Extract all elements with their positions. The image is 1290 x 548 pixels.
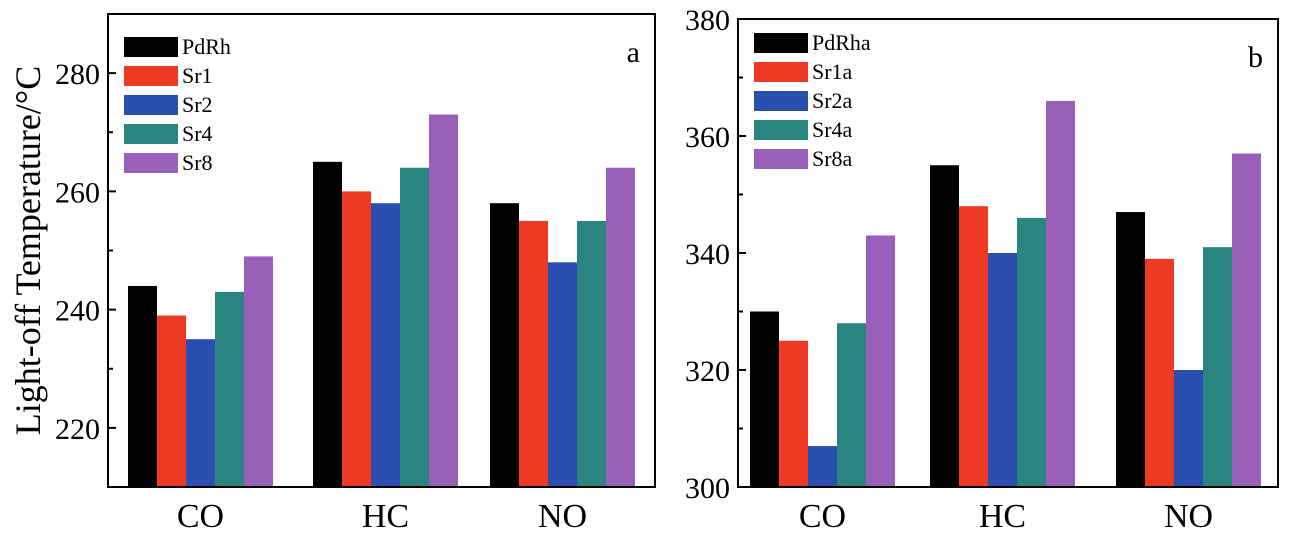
bar-a-hc-sr1 [342,191,371,487]
bar-a-hc-sr8 [429,114,458,487]
x-tick-label-b: CO [799,498,846,535]
x-tick-label-a: NO [538,498,587,535]
bar-b-no-sr1a [1145,258,1174,487]
legend-swatch-sr1a [754,62,808,82]
y-tick-label-b: 340 [685,238,730,271]
legend-label-pdrha: PdRha [812,30,871,55]
panel-label-a: a [627,36,640,69]
bar-b-co-sr2a [808,446,837,487]
bar-a-co-sr8 [244,256,273,487]
y-tick-label-a: 220 [55,413,100,446]
legend-label-sr4a: Sr4a [812,117,853,142]
bar-a-co-sr4 [215,291,244,487]
x-tick-label-b: HC [979,498,1026,535]
bar-a-co-sr2 [186,339,215,487]
y-tick-label-b: 320 [685,355,730,388]
legend-label-sr2: Sr2 [182,92,213,117]
chart-panel-b: 300 320 340 360 380 CO HC NO b PdRha Sr1a Sr2a Sr4a S… [685,4,1279,535]
bar-b-co-sr8a [866,235,895,487]
legend-swatch-sr8a [754,149,808,169]
y-axis-title: Light-off Temperature/°C [8,66,48,435]
y-tick-label-a: 280 [55,58,100,91]
bar-b-no-pdrha [1116,212,1145,488]
x-tick-label-b: NO [1164,498,1213,535]
y-tick-label-a: 260 [55,176,100,209]
bar-a-no-sr1 [519,220,548,487]
bar-a-co-sr1 [157,315,186,487]
legend-label-sr4: Sr4 [182,121,213,146]
legend-label-pdrh: PdRh [182,34,231,59]
bar-b-co-sr1a [779,340,808,487]
y-tick-label-b: 300 [685,472,730,505]
bar-b-hc-pdrha [930,165,959,487]
legend-label-sr8a: Sr8a [812,146,853,171]
bar-b-hc-sr4a [1017,217,1046,487]
bar-a-co-pdrh [128,285,157,487]
bar-b-no-sr2a [1174,370,1203,487]
legend-swatch-sr2 [124,95,178,115]
legend-swatch-sr4a [754,120,808,140]
legend-label-sr8: Sr8 [182,150,213,175]
bar-b-hc-sr1a [959,206,988,487]
legend-label-sr1: Sr1 [182,63,213,88]
bar-a-no-sr2 [548,262,577,487]
bar-b-co-sr4a [837,323,866,487]
legend-swatch-pdrha [754,33,808,53]
bar-a-hc-pdrh [313,161,342,487]
bar-b-hc-sr8a [1046,100,1075,488]
legend-swatch-sr4 [124,124,178,144]
bar-b-no-sr4a [1203,247,1232,487]
y-tick-label-b: 380 [685,4,730,37]
legend-swatch-pdrh [124,37,178,57]
y-tick-label-b: 360 [685,121,730,154]
bar-a-no-sr8 [606,167,635,487]
bar-a-hc-sr4 [400,167,429,487]
legend-swatch-sr8 [124,153,178,173]
bar-a-no-pdrh [490,203,519,487]
panel-label-b: b [1248,41,1263,74]
x-tick-label-a: CO [177,498,224,535]
y-tick-label-a: 240 [55,295,100,328]
chart-panel-a: 220 240 260 280 CO HC NO Light-off Temperature/… [8,13,656,535]
legend-a: PdRh Sr1 Sr2 Sr4 Sr8 [124,34,231,175]
bar-b-no-sr8a [1232,153,1261,488]
legend-b: PdRha Sr1a Sr2a Sr4a Sr8a [754,30,871,171]
x-tick-label-a: HC [362,498,409,535]
bar-a-no-sr4 [577,220,606,487]
bar-b-hc-sr2a [988,253,1017,487]
bar-b-co-pdrha [750,311,779,487]
legend-label-sr2a: Sr2a [812,88,853,113]
legend-swatch-sr2a [754,91,808,111]
legend-swatch-sr1 [124,66,178,86]
bar-a-hc-sr2 [371,203,400,487]
legend-label-sr1a: Sr1a [812,59,853,84]
